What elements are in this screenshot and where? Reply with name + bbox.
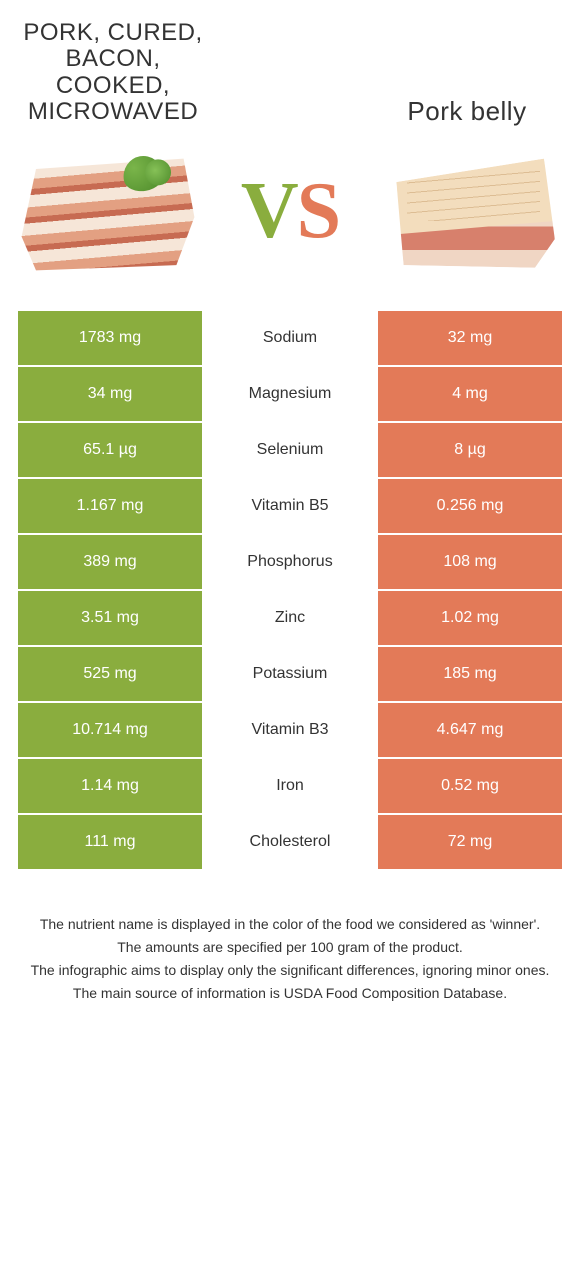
table-row: 65.1 µgSelenium8 µg — [18, 423, 562, 477]
table-row: 34 mgMagnesium4 mg — [18, 367, 562, 421]
footnote-line: The nutrient name is displayed in the co… — [24, 914, 556, 935]
footnote-line: The main source of information is USDA F… — [24, 983, 556, 1004]
right-value-cell: 32 mg — [378, 311, 562, 365]
right-title-col: Pork belly — [372, 97, 562, 126]
nutrient-label-cell: Iron — [202, 759, 378, 813]
right-value-cell: 4 mg — [378, 367, 562, 421]
left-value-cell: 111 mg — [18, 815, 202, 869]
right-value-cell: 0.256 mg — [378, 479, 562, 533]
left-value-cell: 1783 mg — [18, 311, 202, 365]
footnote-line: The infographic aims to display only the… — [24, 960, 556, 981]
nutrient-label-cell: Magnesium — [202, 367, 378, 421]
table-row: 525 mgPotassium185 mg — [18, 647, 562, 701]
footnote-line: The amounts are specified per 100 gram o… — [24, 937, 556, 958]
footnotes: The nutrient name is displayed in the co… — [18, 914, 562, 1026]
right-value-cell: 8 µg — [378, 423, 562, 477]
table-row: 111 mgCholesterol72 mg — [18, 815, 562, 869]
left-title-col: Pork, cured, bacon, cooked, microwaved — [18, 20, 208, 126]
right-value-cell: 72 mg — [378, 815, 562, 869]
left-value-cell: 3.51 mg — [18, 591, 202, 645]
nutrient-label-cell: Phosphorus — [202, 535, 378, 589]
table-row: 1.167 mgVitamin B50.256 mg — [18, 479, 562, 533]
vs-s: S — [297, 167, 340, 255]
nutrient-label-cell: Sodium — [202, 311, 378, 365]
nutrient-label-cell: Selenium — [202, 423, 378, 477]
table-row: 389 mgPhosphorus108 mg — [18, 535, 562, 589]
infographic-root: Pork, cured, bacon, cooked, microwaved P… — [0, 0, 580, 1026]
left-value-cell: 1.14 mg — [18, 759, 202, 813]
left-food-title: Pork, cured, bacon, cooked, microwaved — [18, 20, 208, 126]
header: Pork, cured, bacon, cooked, microwaved P… — [18, 20, 562, 126]
left-value-cell: 10.714 mg — [18, 703, 202, 757]
right-value-cell: 185 mg — [378, 647, 562, 701]
left-value-cell: 525 mg — [18, 647, 202, 701]
vs-label: VS — [241, 171, 339, 251]
vs-v: V — [241, 167, 297, 255]
comparison-table: 1783 mgSodium32 mg34 mgMagnesium4 mg65.1… — [18, 311, 562, 869]
nutrient-label-cell: Zinc — [202, 591, 378, 645]
table-row: 1.14 mgIron0.52 mg — [18, 759, 562, 813]
nutrient-label-cell: Vitamin B3 — [202, 703, 378, 757]
nutrient-label-cell: Vitamin B5 — [202, 479, 378, 533]
left-value-cell: 34 mg — [18, 367, 202, 421]
images-row: VS — [18, 146, 562, 276]
right-food-title: Pork belly — [372, 97, 562, 126]
table-row: 3.51 mgZinc1.02 mg — [18, 591, 562, 645]
right-value-cell: 108 mg — [378, 535, 562, 589]
nutrient-label-cell: Cholesterol — [202, 815, 378, 869]
left-value-cell: 65.1 µg — [18, 423, 202, 477]
left-value-cell: 389 mg — [18, 535, 202, 589]
left-value-cell: 1.167 mg — [18, 479, 202, 533]
right-value-cell: 4.647 mg — [378, 703, 562, 757]
right-food-image — [382, 146, 562, 276]
table-row: 1783 mgSodium32 mg — [18, 311, 562, 365]
right-value-cell: 1.02 mg — [378, 591, 562, 645]
right-value-cell: 0.52 mg — [378, 759, 562, 813]
table-row: 10.714 mgVitamin B34.647 mg — [18, 703, 562, 757]
left-food-image — [18, 146, 198, 276]
nutrient-label-cell: Potassium — [202, 647, 378, 701]
